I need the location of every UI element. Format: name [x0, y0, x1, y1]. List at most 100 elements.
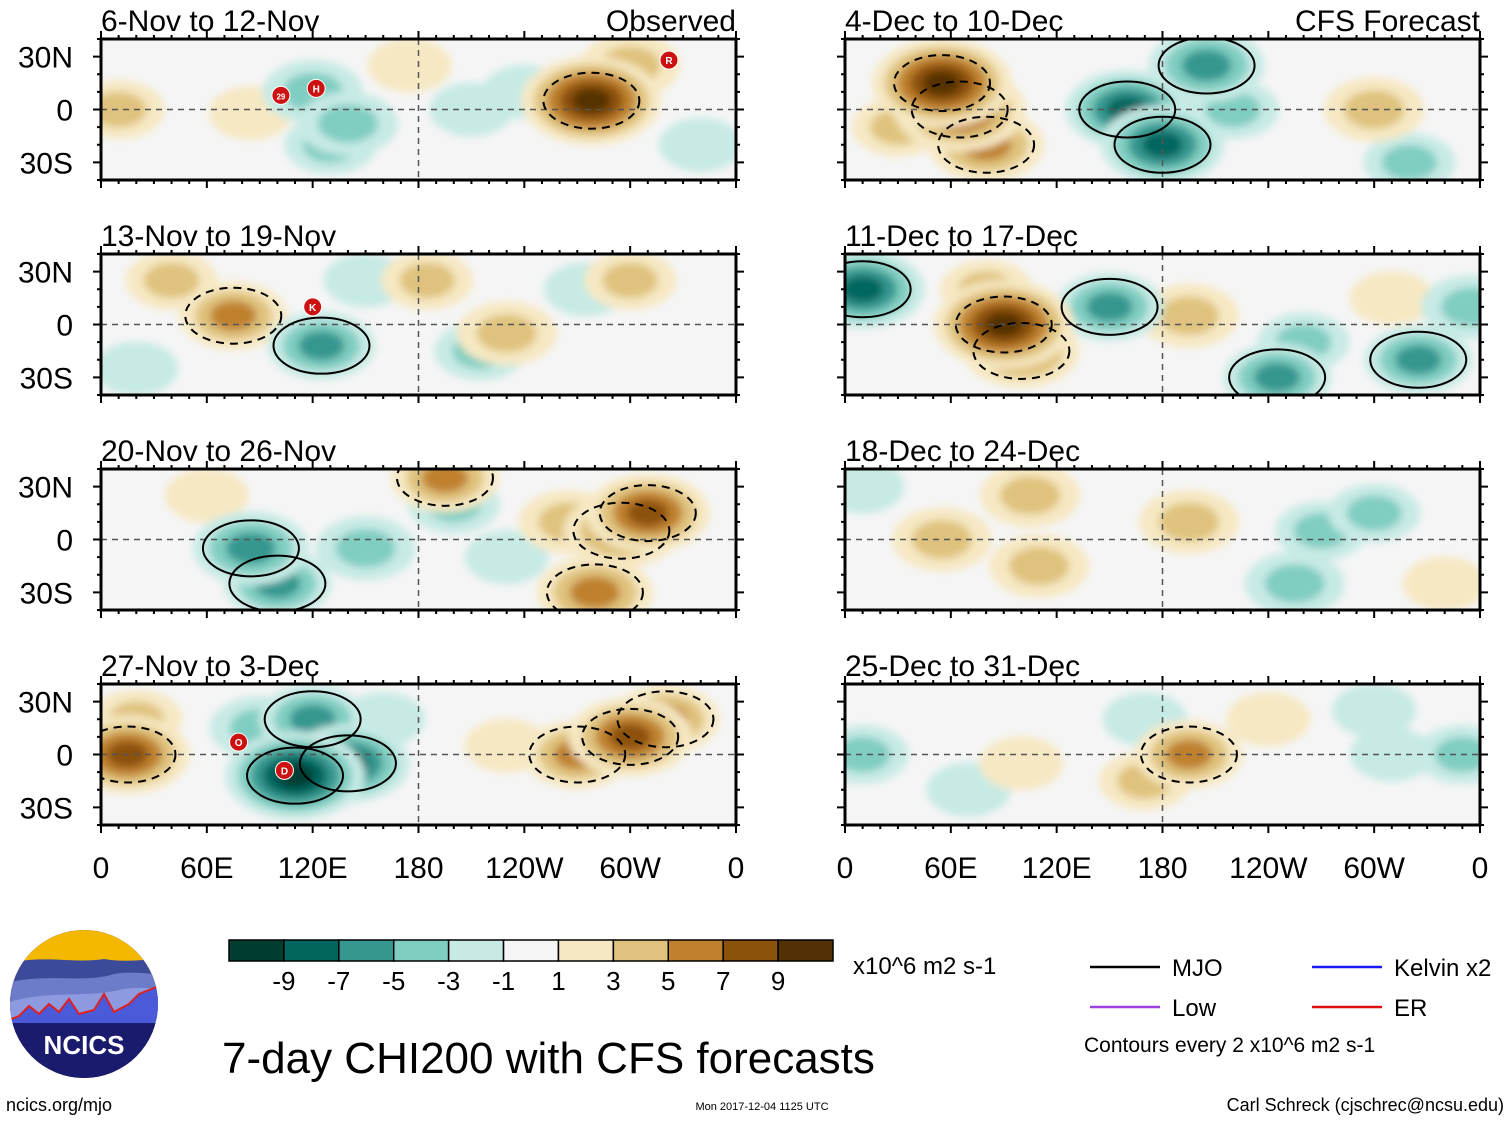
mjo-contour	[581, 707, 680, 766]
lon-tick-label: 0	[728, 852, 745, 885]
panel-title: 20-Nov to 26-Nov	[101, 435, 336, 468]
colorbar-swatch	[557, 939, 615, 962]
mjo-contour	[1157, 39, 1256, 95]
lat-tick-label: 30N	[18, 257, 73, 290]
colorbar: -9 -7 -5 -3 -1 1 3 5 7 9	[228, 939, 834, 996]
mjo-contour	[845, 260, 912, 319]
lon-tick-label: 180	[393, 852, 443, 885]
legend-label: Low	[1172, 995, 1217, 1022]
colorbar-swatch	[283, 939, 340, 962]
storm-label: H	[313, 84, 320, 95]
anomaly-contour	[399, 262, 455, 299]
anomaly-contour	[1000, 476, 1061, 515]
anomaly-contour	[1158, 502, 1219, 542]
anomaly-contour	[1346, 495, 1402, 531]
anomaly-contour	[1402, 556, 1480, 610]
colorbar-tick-label: 1	[551, 966, 565, 996]
lat-tick-label: 30S	[20, 147, 73, 180]
tropical-cyclone-marker: H	[306, 78, 326, 98]
anomaly-contour	[1009, 546, 1070, 586]
anomaly-contour	[335, 529, 396, 568]
anomaly-contour	[922, 70, 962, 96]
mjo-contour	[598, 484, 697, 543]
mjo-contour	[1078, 80, 1177, 139]
timestamp: Mon 2017-12-04 1125 UTC	[695, 1101, 828, 1113]
colorbar-tick-label: 7	[716, 966, 730, 996]
mjo-contour	[528, 725, 627, 784]
map-panel-p5: 4-Dec to 10-Dec CFS Forecast	[837, 5, 1488, 188]
colorbar-swatch	[777, 939, 834, 962]
anomaly-contour	[658, 117, 736, 172]
mjo-contour	[1369, 330, 1468, 389]
lat-tick-label: 30S	[20, 577, 73, 610]
mjo-contour	[184, 286, 283, 345]
colorbar-swatch	[722, 939, 779, 962]
panels-layer: 6-Nov to 12-Nov Observed 30N 0 30S 29 H R 13-Nov…	[18, 5, 1489, 885]
website-link[interactable]: ncics.org/mjo	[6, 1095, 112, 1115]
legend-item: Low	[1090, 995, 1217, 1022]
mjo-contour	[272, 316, 371, 375]
legend-item: MJO	[1090, 955, 1223, 982]
legend: MJO Kelvin x2 Low ER Contours every 2 x10^6 …	[1084, 955, 1491, 1057]
mjo-contour	[101, 725, 177, 784]
panel-title: 13-Nov to 19-Nov	[101, 220, 336, 253]
storm-label: K	[309, 303, 317, 314]
tropical-cyclone-marker: O	[229, 732, 249, 752]
panel-title: 25-Dec to 31-Dec	[845, 650, 1080, 683]
panel-title: 11-Dec to 17-Dec	[845, 220, 1078, 253]
anomaly-contour	[572, 88, 611, 113]
anomaly-contour	[210, 300, 257, 331]
anomaly-contour	[143, 262, 200, 299]
anomaly-contour	[317, 104, 378, 143]
anomaly-contour	[476, 314, 537, 353]
anomaly-contour	[101, 341, 179, 395]
legend-label: MJO	[1172, 955, 1223, 982]
legend-label: Kelvin x2	[1394, 955, 1491, 982]
lat-tick-label: 30S	[20, 792, 73, 825]
colorbar-tick-label: -7	[327, 966, 350, 996]
anomaly-contour	[1141, 131, 1184, 158]
anomaly-contour	[570, 576, 620, 609]
anomaly-contour	[912, 520, 973, 559]
anomaly-contour	[421, 469, 469, 493]
colorbar-units: x10^6 m2 s-1	[853, 953, 996, 980]
mjo-contour	[972, 321, 1071, 380]
map-panel-p6: 11-Dec to 17-Dec	[837, 220, 1488, 403]
tropical-cyclone-marker: R	[659, 50, 679, 70]
lon-tick-label: 60E	[924, 852, 977, 885]
lon-tick-label: 120W	[485, 852, 564, 885]
anomaly-contour	[1332, 684, 1417, 738]
panel-title: 6-Nov to 12-Nov	[101, 5, 319, 38]
colorbar-tick-label: -9	[272, 966, 295, 996]
tropical-cyclone-marker: D	[274, 760, 294, 780]
lat-tick-label: 30N	[18, 42, 73, 75]
anomaly-contour	[845, 469, 905, 514]
colorbar-tick-label: -3	[437, 966, 460, 996]
author-credit: Carl Schreck (cjschrec@ncsu.edu)	[1227, 1095, 1504, 1115]
anomaly-contour	[1441, 287, 1480, 327]
map-panel-p1: 6-Nov to 12-Nov Observed 30N 0 30S 29 H R	[18, 5, 744, 188]
anomaly-contour	[1086, 292, 1133, 322]
lat-tick-label: 30N	[18, 472, 73, 505]
anomaly-contour	[602, 262, 658, 299]
legend-label: ER	[1394, 995, 1427, 1022]
colorbar-swatch	[338, 939, 395, 962]
lat-tick-label: 0	[56, 95, 73, 128]
mjo-contour	[572, 501, 671, 560]
lon-tick-label: 180	[1137, 852, 1187, 885]
mjo-contour	[298, 734, 397, 793]
map-panel-p8: 25-Dec to 31-Dec 0 60E 120E 180 120W 60W 0	[837, 650, 1489, 885]
colorbar-swatch	[228, 939, 285, 962]
mjo-contour	[228, 554, 327, 610]
anomaly-contour	[367, 39, 452, 93]
colorbar-tick-label: -1	[492, 966, 515, 996]
legend-item: Kelvin x2	[1312, 955, 1491, 982]
anomaly-contour	[289, 704, 336, 735]
anomaly-contour	[1395, 344, 1442, 375]
storm-label: 29	[276, 92, 285, 101]
anomaly-contour	[979, 736, 1064, 791]
ncics-logo: NCICS	[10, 930, 158, 1078]
mjo-contour	[545, 563, 644, 610]
mjo-contour	[937, 115, 1036, 174]
